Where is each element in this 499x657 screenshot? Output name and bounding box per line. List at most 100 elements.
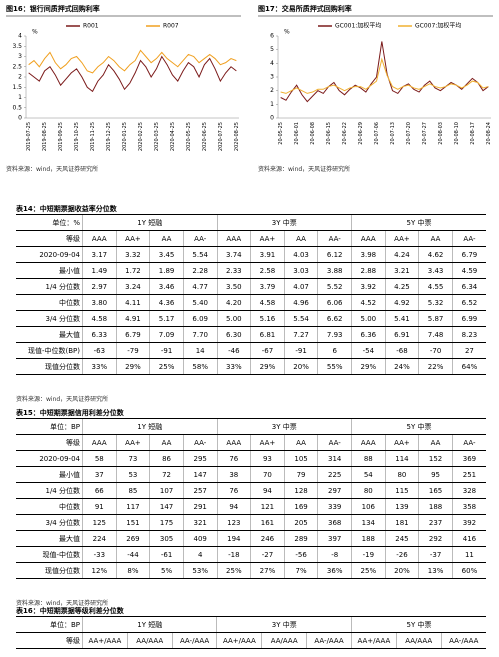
figure: 图17：交易所质押式回购利率% 0 1 2 3 4 5 6 20-05-25 20-06-01 20… — [252, 0, 497, 162]
cell: 5.52 — [317, 278, 352, 295]
grade-cell: AA — [149, 434, 184, 451]
cell: 6.81 — [250, 326, 285, 343]
grade-cell: AA+ — [384, 434, 419, 451]
row-label: 2020-09-04 — [16, 246, 83, 263]
cell: 5.40 — [182, 294, 217, 311]
cell: 169 — [283, 498, 318, 515]
x-tick-label: 2019-07-25 — [26, 122, 32, 151]
cell: 3.88 — [317, 262, 352, 279]
cell: 5.16 — [250, 310, 285, 327]
x-tick-label: 20-06-29 — [358, 122, 364, 145]
cell: 6.99 — [451, 310, 486, 327]
cell: 251 — [451, 466, 486, 483]
cell: 114 — [384, 450, 419, 467]
cell: 295 — [182, 450, 217, 467]
cell: 4 — [182, 546, 217, 563]
cell: 139 — [384, 498, 419, 515]
cell: 321 — [182, 514, 217, 531]
grade-label: 等级 — [16, 230, 83, 247]
cell: 7.09 — [149, 326, 184, 343]
cell: 20% — [384, 562, 419, 579]
cell: 6 — [317, 342, 352, 359]
cell: -70 — [418, 342, 453, 359]
cell: -18 — [216, 546, 251, 563]
cell: 6.12 — [317, 246, 352, 263]
cell: 4.24 — [384, 246, 419, 263]
grade-cell: AA-/AAA — [306, 632, 352, 649]
data-row: 现值-中位数 -33 -44 -61 4 -18 -27 -56 -8 -19 -26 -37 11 — [16, 546, 486, 563]
table-title: 表16：中短期票据等级利差分位数 — [16, 607, 124, 615]
y-tick-label: 2 — [18, 74, 22, 81]
x-tick-label: 2019-11-25 — [90, 122, 96, 151]
grade-cell: AA+ — [384, 230, 419, 247]
cell: 3.98 — [351, 246, 386, 263]
x-tick-label: 2020-07-25 — [218, 122, 224, 151]
x-tick-label: 20-05-25 — [278, 122, 284, 145]
cell: 1.49 — [82, 262, 117, 279]
legend-label: GC001:加权平均 — [335, 22, 381, 30]
cell: 2.97 — [82, 278, 117, 295]
row-label: 最小值 — [16, 262, 83, 279]
source-note: 资料来源：wind，天风证券研究所 — [6, 166, 99, 173]
cell: 12% — [82, 562, 117, 579]
cell: 3.46 — [149, 278, 184, 295]
cell: 29% — [115, 358, 150, 375]
grade-cell: AA/AAA — [261, 632, 307, 649]
cell: 4.03 — [283, 246, 318, 263]
grade-row: 等级 AAA AA+ AA AA- AAA AA+ AA AA- AAA AA+ AA AA- — [16, 434, 486, 451]
x-tick-label: 20-06-15 — [326, 122, 332, 145]
cell: 3.80 — [82, 294, 117, 311]
grade-cell: AA+/AAA — [82, 632, 128, 649]
cell: 128 — [283, 482, 318, 499]
cell: 58% — [182, 358, 217, 375]
x-tick-label: 2020-08-25 — [234, 122, 240, 151]
cell: 1.89 — [149, 262, 184, 279]
row-label: 现值分位数 — [16, 358, 83, 375]
data-table: 单位：BP 1Y 短融 3Y 中票 5Y 中票 等级 AA+/AAA AA/AAA AA-/A… — [16, 616, 486, 649]
cell: 76 — [216, 450, 251, 467]
cell: 73 — [115, 450, 150, 467]
data-row: 2020-09-04 3.17 3.32 3.45 5.54 3.74 3.91 4.03 6.… — [16, 246, 486, 263]
cell: 1.72 — [115, 262, 150, 279]
cell: 6.79 — [115, 326, 150, 343]
cell: 181 — [384, 514, 419, 531]
cell: 91 — [82, 498, 117, 515]
cell: 289 — [283, 530, 318, 547]
row-label: 现值-中位数 — [16, 546, 83, 563]
row-label: 现值分位数 — [16, 562, 83, 579]
row-label: 3/4 分位数 — [16, 310, 83, 327]
y-tick-label: 2 — [270, 87, 274, 94]
cell: 392 — [451, 514, 486, 531]
cell: 25% — [149, 358, 184, 375]
x-tick-label: 2019-10-25 — [74, 122, 80, 151]
cell: 94 — [250, 482, 285, 499]
cell: 3.03 — [283, 262, 318, 279]
cell: 134 — [351, 514, 386, 531]
grade-cell: AA+/AAA — [350, 632, 397, 649]
x-tick-label: 20-07-13 — [390, 122, 396, 145]
cell: 27% — [250, 562, 285, 579]
cell: 151 — [115, 514, 150, 531]
group-header: 3Y 中票 — [216, 418, 352, 435]
data-row: 最大值 224 269 305 409 194 246 289 397 188 245 292 416 — [16, 530, 486, 547]
data-row: 中位数 3.80 4.11 4.36 5.40 4.20 4.58 4.96 6.06 4.52 4… — [16, 294, 486, 311]
x-tick-label: 2020-05-25 — [186, 122, 192, 151]
y-tick-label: 0.5 — [12, 104, 22, 111]
cell: 147 — [149, 498, 184, 515]
cell: 14 — [182, 342, 217, 359]
grade-cell: AA- — [182, 230, 217, 247]
cell: 6.79 — [451, 246, 486, 263]
y-tick-label: 6 — [270, 33, 274, 40]
cell: 6.91 — [384, 326, 419, 343]
cell: 4.11 — [115, 294, 150, 311]
cell: 80 — [351, 482, 386, 499]
x-tick-label: 20-08-03 — [438, 122, 444, 145]
unit-cell: 单位：BP — [16, 418, 83, 435]
cell: 225 — [317, 466, 352, 483]
cell: 2.58 — [250, 262, 285, 279]
cell: 25% — [216, 562, 251, 579]
x-tick-label: 2020-04-25 — [170, 122, 176, 151]
x-tick-label: 20-08-10 — [454, 122, 460, 145]
grade-cell: AA/AAA — [395, 632, 442, 649]
cell: 107 — [149, 482, 184, 499]
